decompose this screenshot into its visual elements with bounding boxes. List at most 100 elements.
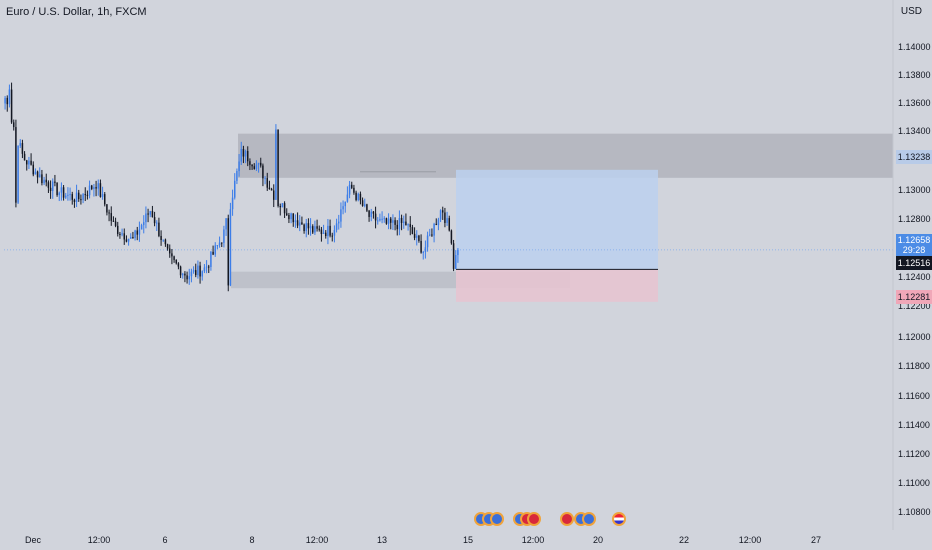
stop-price-label: 1.12281 <box>896 290 932 304</box>
y-tick: 1.12400 <box>898 272 931 282</box>
candle-body <box>383 218 386 220</box>
candle-body <box>309 226 312 229</box>
candle-body <box>413 233 416 238</box>
candle-body <box>402 221 405 223</box>
candle-body <box>361 200 364 206</box>
economic-event-icon[interactable] <box>582 512 596 526</box>
candle-body <box>240 148 243 162</box>
candle-body <box>28 160 30 165</box>
candle-body <box>136 230 139 235</box>
economic-event-icon[interactable] <box>560 512 574 526</box>
economic-event-icon[interactable] <box>490 512 504 526</box>
candle-body <box>257 162 260 165</box>
candle-body <box>212 251 214 255</box>
candle-body <box>134 230 136 239</box>
candle-body <box>164 239 167 245</box>
candle-body <box>253 166 256 169</box>
candle-body <box>450 230 453 244</box>
economic-event-flag-icon[interactable] <box>612 512 626 526</box>
candle-body <box>69 194 71 196</box>
candle-body <box>216 245 219 247</box>
candle-body <box>268 187 271 189</box>
candle-body <box>327 225 329 237</box>
candle-body <box>223 229 225 243</box>
candle-body <box>374 213 377 221</box>
candle-body <box>151 211 154 218</box>
candle-body <box>97 183 100 189</box>
candle-body <box>337 221 340 224</box>
candle-body <box>227 218 230 286</box>
candle-body <box>333 230 336 236</box>
currency-label[interactable]: USD <box>900 6 922 17</box>
candle-body <box>281 203 284 208</box>
candle-body <box>4 97 6 104</box>
candle-body <box>181 273 184 276</box>
candle-body <box>288 215 290 220</box>
candle-body <box>71 194 74 200</box>
candle-body <box>285 213 288 216</box>
candle-body <box>188 276 191 280</box>
candle-body <box>132 237 134 239</box>
candle-body <box>305 223 308 232</box>
candle-body <box>19 143 22 146</box>
candle-body <box>54 181 56 183</box>
candle-body <box>160 235 162 240</box>
candle-body <box>103 194 106 205</box>
candle-body <box>110 213 113 221</box>
candle-body <box>457 249 459 256</box>
candle-body <box>116 225 119 234</box>
x-tick: 12:00 <box>305 535 329 545</box>
candle-body <box>335 223 338 231</box>
candle-body <box>15 127 17 203</box>
candle-body <box>145 213 147 223</box>
candle-body <box>381 218 383 220</box>
candle-body <box>262 165 264 179</box>
candle-body <box>433 223 435 236</box>
candle-body <box>428 234 431 236</box>
candle-body <box>407 224 409 226</box>
candle-body <box>350 184 353 188</box>
candle-body <box>420 240 422 253</box>
candle-body <box>290 213 292 220</box>
candle-body <box>316 226 318 229</box>
candle-body <box>149 211 152 215</box>
candle-body <box>194 270 197 276</box>
candle-body <box>255 164 258 169</box>
candle-body <box>119 233 121 235</box>
candle-body <box>41 174 43 184</box>
candle-body <box>173 256 175 260</box>
candle-body <box>21 143 24 154</box>
candle-body <box>88 185 91 196</box>
candle-body <box>186 275 188 280</box>
candle-body <box>114 221 117 226</box>
candle-body <box>67 194 69 196</box>
candle-body <box>12 122 15 128</box>
candle-body <box>147 213 149 215</box>
candle-body <box>84 194 87 196</box>
candle-body <box>197 265 199 276</box>
candle-body <box>242 148 245 157</box>
economic-event-icon[interactable] <box>527 512 541 526</box>
candle-body <box>32 164 35 175</box>
candle-body <box>199 265 201 277</box>
candle-body <box>207 266 210 268</box>
y-tick: 1.11200 <box>898 449 930 459</box>
candle-body <box>437 219 440 226</box>
candle-body <box>307 223 310 229</box>
x-tick: Dec <box>24 535 42 545</box>
candle-body <box>435 223 438 226</box>
candle-body <box>205 266 208 268</box>
candle-body <box>73 199 76 202</box>
candle-body <box>385 218 388 224</box>
y-tick: 1.11600 <box>898 391 930 401</box>
candle-body <box>249 161 251 165</box>
candle-body <box>275 129 277 200</box>
candle-body <box>90 185 93 189</box>
candle-body <box>214 245 217 255</box>
entry-price-label: 1.12516 <box>896 256 932 270</box>
y-tick: 1.11800 <box>898 361 930 371</box>
candle-body <box>80 199 82 201</box>
target-price-label: 1.13238 <box>896 150 932 164</box>
